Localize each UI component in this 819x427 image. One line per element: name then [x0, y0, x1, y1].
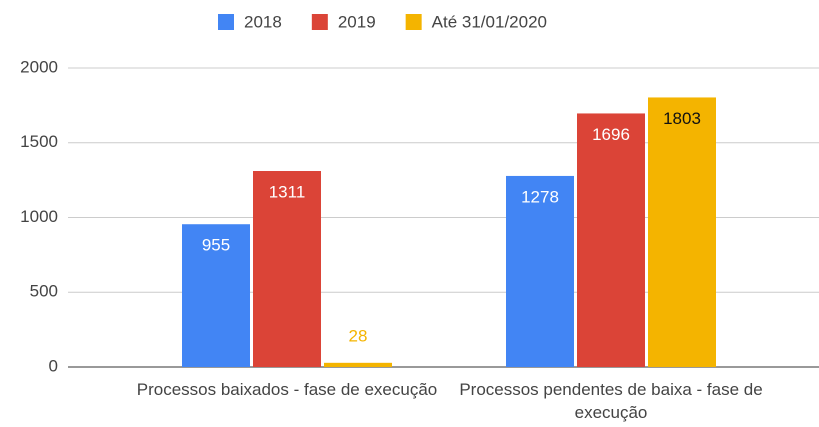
data-label: 1696 — [592, 125, 630, 144]
bar — [648, 97, 716, 367]
bar — [182, 224, 250, 367]
data-label: 1278 — [521, 187, 559, 206]
y-tick-label: 2000 — [20, 57, 58, 76]
data-label: 1311 — [269, 182, 306, 201]
legend-swatch — [218, 14, 234, 30]
x-tick-label: Processos pendentes de baixa - fase de e… — [459, 380, 763, 422]
y-tick-label: 500 — [30, 282, 58, 301]
x-tick-label: Processos baixados - fase de execução — [136, 380, 438, 399]
bar — [577, 113, 645, 367]
data-label: 28 — [349, 326, 368, 345]
bar — [253, 171, 321, 367]
y-tick-label: 1500 — [20, 132, 58, 151]
data-label: 955 — [202, 236, 230, 255]
data-label: 1803 — [663, 109, 701, 128]
bar — [324, 362, 392, 367]
y-tick-label: 0 — [49, 356, 58, 375]
y-tick-label: 1000 — [20, 207, 58, 226]
legend-swatch — [405, 14, 422, 30]
legend-label: 2018 — [244, 12, 282, 31]
legend-label: 2019 — [338, 12, 376, 31]
legend-swatch — [311, 14, 328, 30]
bar — [506, 175, 574, 367]
legend-label: Até 31/01/2020 — [432, 12, 547, 31]
